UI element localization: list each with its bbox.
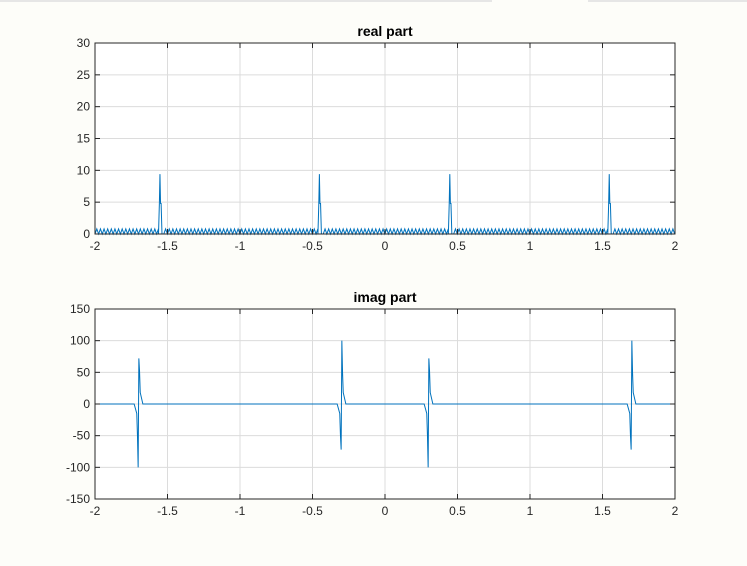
imag-xtick-label: -0.5 bbox=[302, 504, 323, 518]
imag-xtick-label: 2 bbox=[672, 504, 679, 518]
real-xtick-label: 1 bbox=[527, 239, 534, 253]
imag-xtick-label: -1.5 bbox=[157, 504, 178, 518]
imag-ytick-label: 0 bbox=[83, 397, 90, 411]
imag-ytick-label: -150 bbox=[66, 492, 90, 506]
imag-part-axes: -2 -1.5 -1 -0.5 0 0.5 1 1.5 2 -150 -100 -50 0 50 100 15… bbox=[66, 289, 679, 518]
imag-ytick-label: -100 bbox=[66, 460, 90, 474]
real-ytick-label: 30 bbox=[77, 36, 91, 50]
imag-ytick-label: 150 bbox=[70, 302, 90, 316]
real-xtick-label: 2 bbox=[672, 239, 679, 253]
real-ytick-label: 20 bbox=[77, 100, 91, 114]
real-xtick-label: 0.5 bbox=[449, 239, 466, 253]
imag-xtick-label: 0.5 bbox=[449, 504, 466, 518]
imag-xtick-label: -1 bbox=[235, 504, 246, 518]
imag-xtick-label: 1 bbox=[527, 504, 534, 518]
window-top-strip-right bbox=[588, 0, 747, 2]
real-xtick-label: -0.5 bbox=[302, 239, 323, 253]
imag-ytick-label: 50 bbox=[77, 365, 91, 379]
imag-data-line bbox=[95, 340, 675, 468]
real-xtick-label: -1.5 bbox=[157, 239, 178, 253]
real-xtick-label: 0 bbox=[382, 239, 389, 253]
real-xtick-label: 1.5 bbox=[594, 239, 611, 253]
real-ytick-label: 0 bbox=[83, 227, 90, 241]
imag-chart-title: imag part bbox=[353, 289, 416, 305]
real-xtick-label: -2 bbox=[90, 239, 101, 253]
imag-ytick-label: -50 bbox=[73, 429, 91, 443]
real-ytick-label: 15 bbox=[77, 132, 91, 146]
imag-xtick-label: 1.5 bbox=[594, 504, 611, 518]
real-ytick-label: 10 bbox=[77, 163, 91, 177]
real-ytick-label: 25 bbox=[77, 68, 91, 82]
real-chart-title: real part bbox=[357, 23, 413, 39]
imag-xtick-label: 0 bbox=[382, 504, 389, 518]
real-ytick-label: 5 bbox=[83, 195, 90, 209]
window-top-strip-left bbox=[0, 0, 492, 2]
real-xtick-label: -1 bbox=[235, 239, 246, 253]
imag-xtick-label: -2 bbox=[90, 504, 101, 518]
imag-ytick-label: 100 bbox=[70, 334, 90, 348]
